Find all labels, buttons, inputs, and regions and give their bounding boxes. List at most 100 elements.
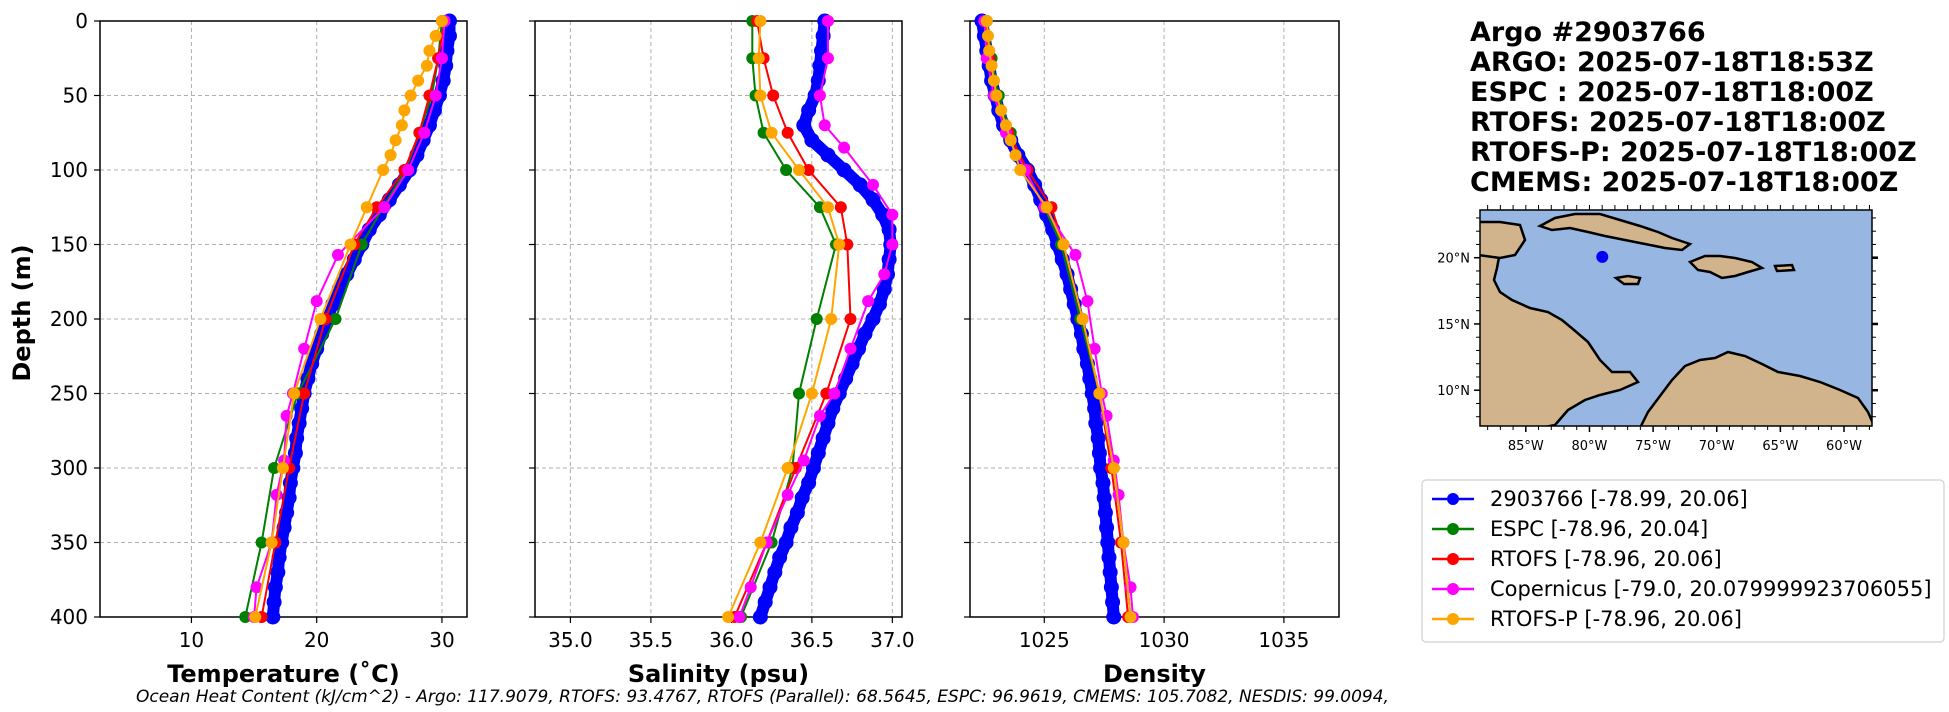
y-tick-label: 400 [50, 605, 88, 629]
puerto-rico-land [1773, 263, 1796, 273]
map-x-tick-label: 80°W [1572, 439, 1608, 454]
data-point [825, 313, 838, 325]
data-point [389, 134, 402, 147]
data-point [1096, 490, 1112, 506]
data-point [804, 132, 820, 148]
legend-label: RTOFS [-78.96, 20.06] [1490, 547, 1722, 571]
legend-item: 2903766 [-78.99, 20.06] [1432, 487, 1748, 511]
data-point [255, 536, 268, 549]
map-y-tick-label: 10°N [1437, 384, 1470, 399]
location-map: 85°W 80°W 75°W 70°W 65°W 60°W 20°N 15°N 10°N [1437, 205, 1878, 454]
data-point [852, 177, 868, 193]
data-point [270, 488, 283, 501]
data-point [1099, 520, 1115, 536]
title-argo-id: Argo #2903766 [1470, 17, 1706, 48]
map-x-tick-label: 65°W [1762, 439, 1798, 454]
data-point [767, 89, 780, 102]
y-tick-label: 200 [50, 307, 88, 331]
data-point [1117, 536, 1130, 549]
legend-swatch-marker [1447, 553, 1459, 565]
legend: 2903766 [-78.99, 20.06] ESPC [-78.96, 20.… [1421, 479, 1945, 643]
map-ticks: 85°W 80°W 75°W 70°W 65°W 60°W 20°N 15°N 10°N [1437, 205, 1878, 454]
data-point [298, 342, 311, 355]
data-point [276, 520, 292, 536]
yucatan-land [1480, 220, 1527, 260]
data-point [999, 119, 1012, 132]
data-point [783, 520, 799, 536]
jamaica-land [1612, 274, 1642, 286]
central-america-land [1480, 231, 1640, 426]
data-point [792, 387, 805, 400]
legend-frame [1421, 479, 1945, 643]
data-point [733, 611, 746, 623]
data-point [821, 15, 834, 27]
data-point [1082, 371, 1098, 387]
y-tick-label: 0 [75, 9, 88, 33]
x-tick-label: 36.5 [790, 628, 835, 652]
data-point [778, 535, 794, 550]
data-point [1087, 400, 1103, 416]
data-point [754, 536, 767, 549]
density-panel: 1025 1030 1035 Density [964, 13, 1340, 688]
y-tick-label: 350 [50, 531, 88, 555]
data-point [820, 147, 836, 163]
x-tick-label: 1025 [1019, 628, 1070, 652]
data-point [1097, 505, 1113, 521]
title-rtofs-p-time: RTOFS-P: 2025-07-18T18:00Z [1470, 137, 1917, 168]
data-point [987, 74, 1000, 87]
depth-axis-label: Depth (m) [8, 244, 36, 381]
data-point [794, 490, 810, 506]
data-point [1095, 475, 1111, 491]
data-point [818, 119, 831, 132]
legend-item: RTOFS-P [-78.96, 20.06] [1432, 607, 1742, 631]
data-point [1107, 462, 1120, 474]
data-point [377, 164, 390, 176]
x-tick-label: 20 [304, 628, 329, 652]
data-point [865, 192, 881, 208]
series-rtofs-p [249, 15, 448, 623]
data-point [810, 445, 826, 461]
data-point [1088, 415, 1104, 431]
data-point [836, 162, 852, 178]
data-point [805, 460, 821, 476]
data-point [813, 409, 826, 422]
map-x-tick-label: 85°W [1508, 439, 1544, 454]
data-point [1069, 248, 1082, 261]
data-point [239, 611, 252, 623]
series-line [740, 21, 838, 618]
data-point [270, 564, 286, 580]
data-point [268, 462, 281, 474]
data-point [1090, 430, 1106, 446]
data-point [288, 387, 301, 400]
data-point [844, 313, 857, 325]
legend-label: RTOFS-P [-78.96, 20.06] [1490, 607, 1742, 631]
data-point [810, 313, 823, 325]
legend-swatch-marker [1447, 493, 1459, 505]
salinity-panel: 35.0 35.5 36.0 36.5 37.0 Salinity (psu) [529, 13, 915, 688]
data-point [1009, 149, 1022, 162]
data-point [298, 387, 311, 400]
series-rtofs-p [722, 15, 846, 623]
data-point [838, 141, 851, 154]
data-point [402, 164, 415, 176]
legend-item: ESPC [-78.96, 20.04] [1432, 517, 1708, 541]
data-point [1103, 579, 1119, 595]
data-point [862, 295, 875, 308]
legend-item: RTOFS [-78.96, 20.06] [1432, 547, 1722, 571]
data-point [781, 462, 794, 474]
data-point [825, 400, 841, 416]
legend-label: 2903766 [-78.99, 20.06] [1490, 487, 1748, 511]
data-point [789, 505, 805, 521]
data-point [429, 89, 442, 102]
x-tick-label: 1030 [1139, 628, 1190, 652]
data-point [418, 126, 431, 139]
legend-swatch-marker [1447, 523, 1459, 535]
legend-items: 2903766 [-78.99, 20.06] ESPC [-78.96, 20.… [1432, 487, 1932, 631]
data-point [857, 326, 873, 342]
data-point [1101, 549, 1117, 565]
x-axis-label: Temperature (˚C) [167, 660, 400, 688]
data-point [802, 164, 815, 176]
y-tick-label: 300 [50, 456, 88, 480]
series-rtofs-p [980, 15, 1137, 623]
argo-float-marker [1596, 250, 1609, 263]
